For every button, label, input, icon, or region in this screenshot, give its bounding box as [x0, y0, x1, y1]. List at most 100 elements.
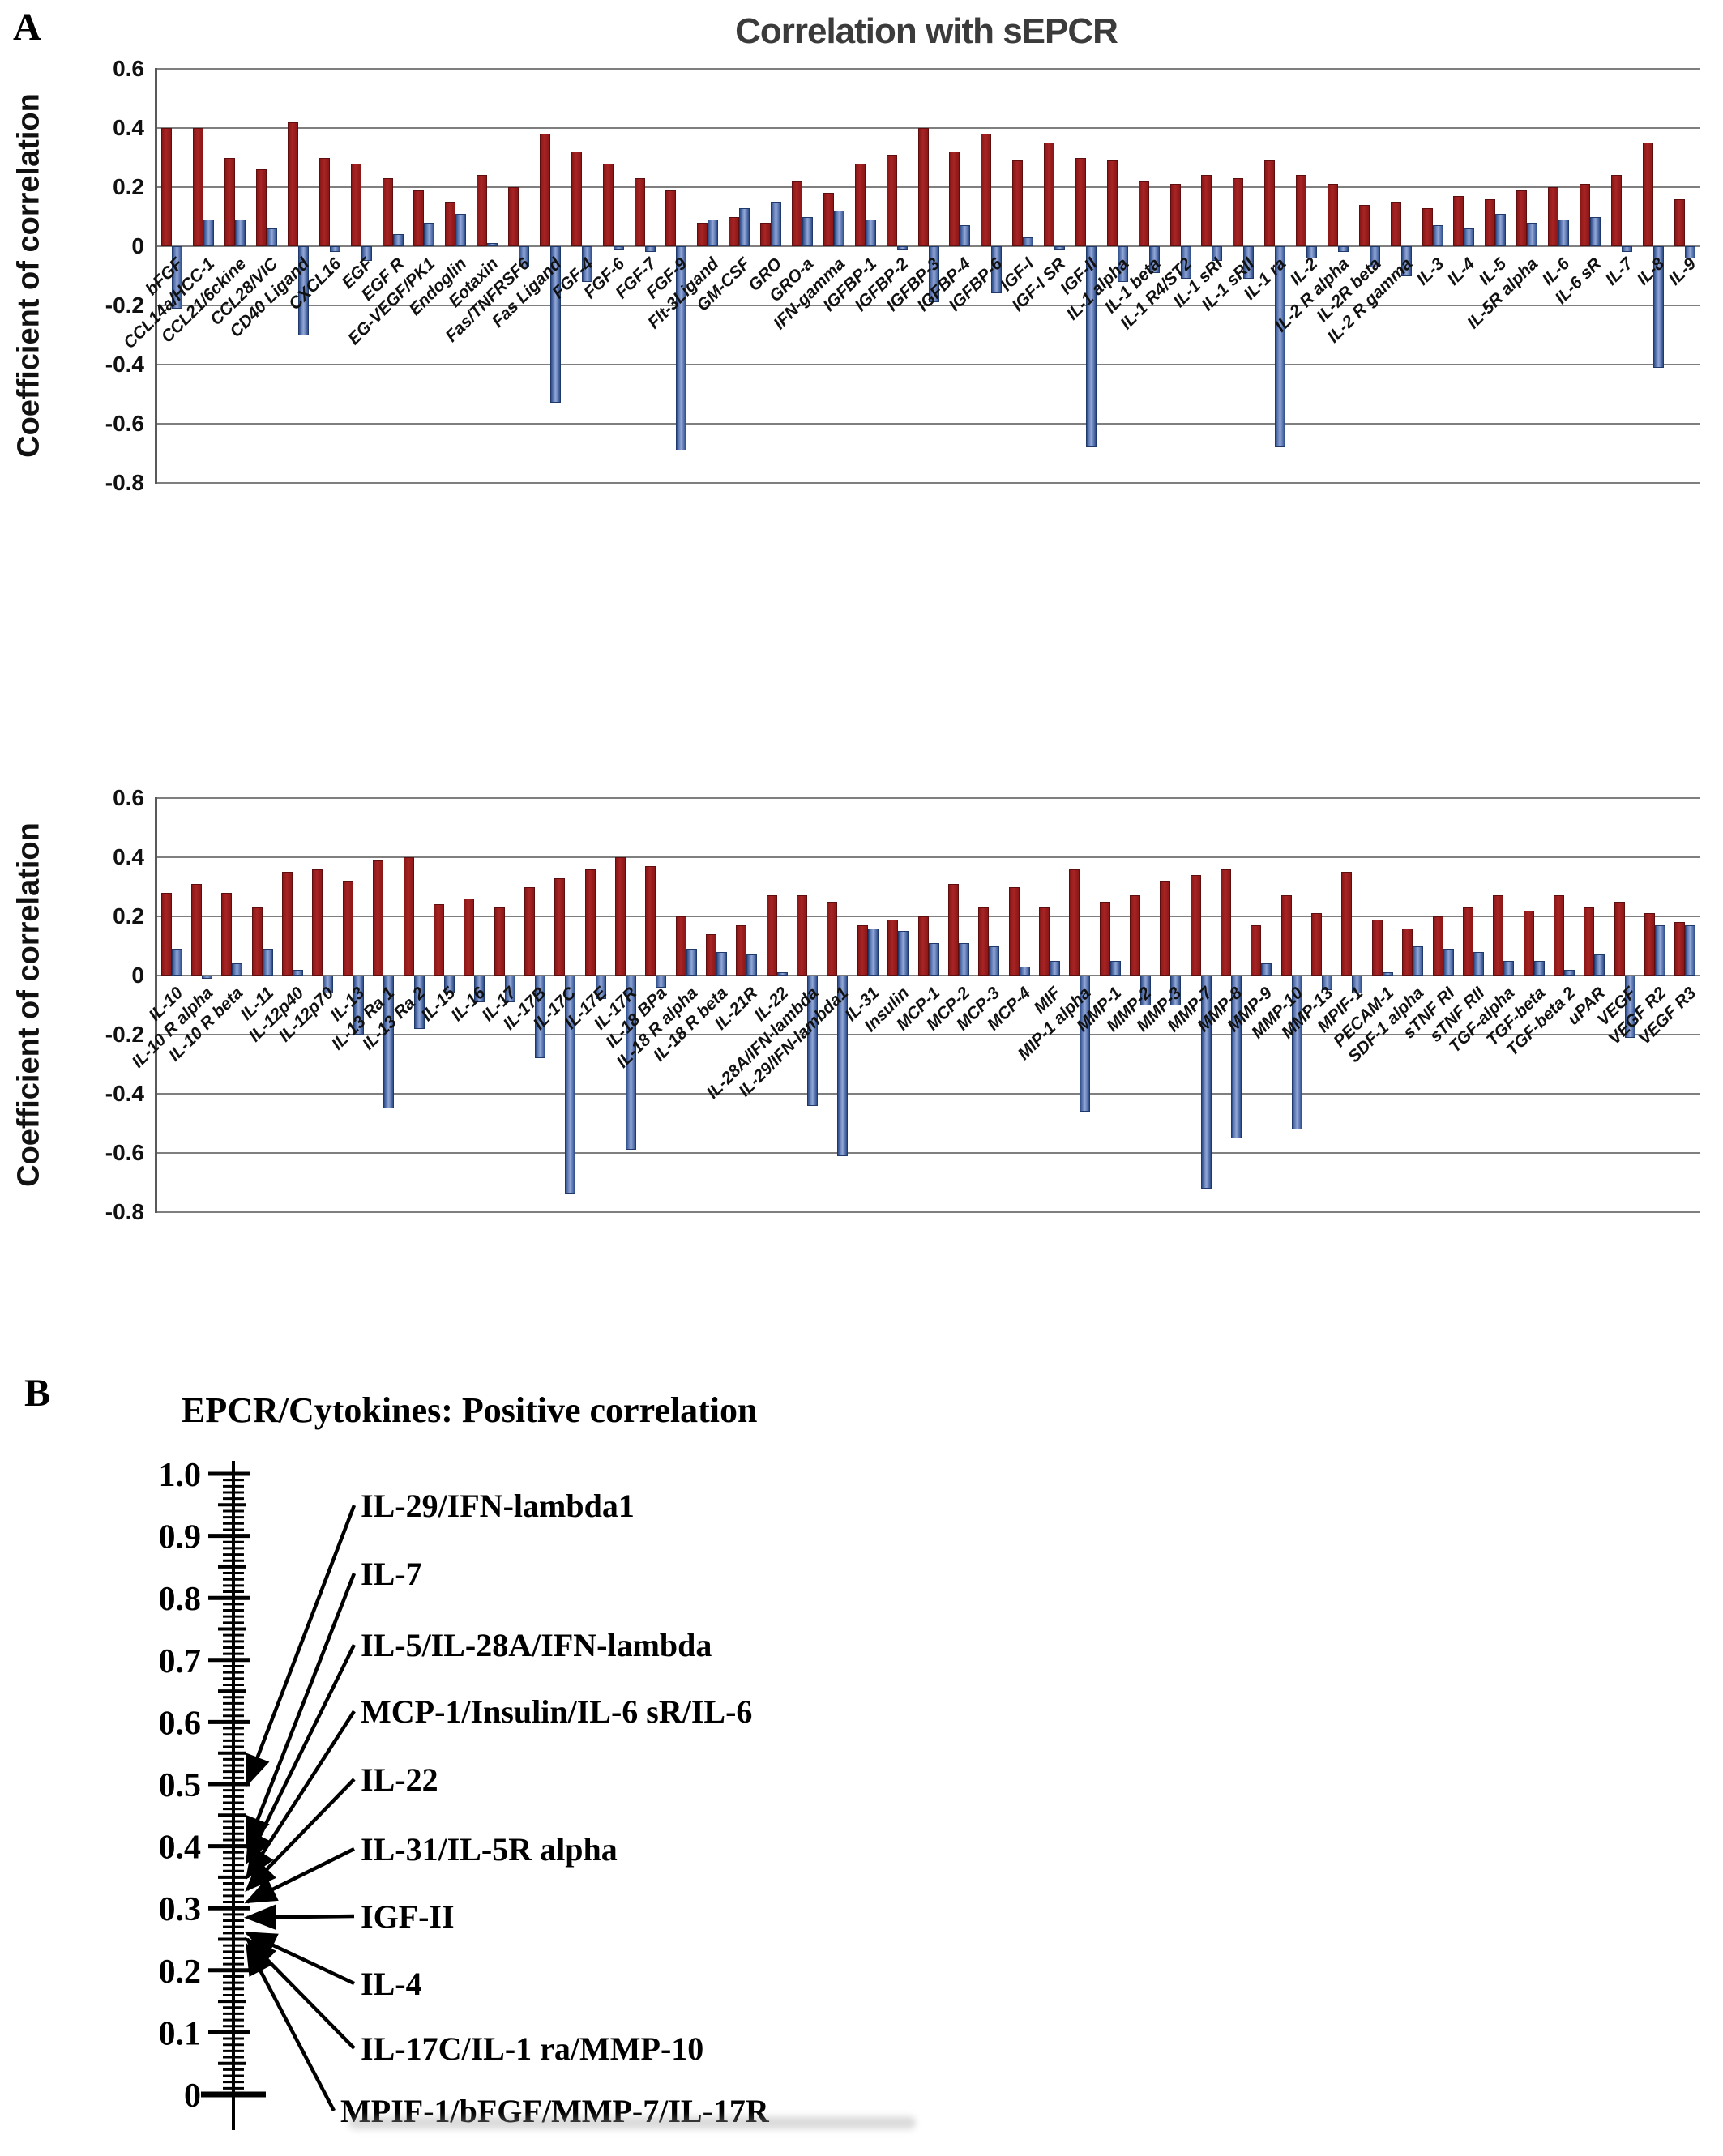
bar-red-MMP-13: [1311, 913, 1323, 976]
gridline: [156, 364, 1700, 365]
bar-blue-IGF-II: [1085, 246, 1097, 448]
bar-red-CD40 Ligand: [287, 122, 298, 246]
callouts: IL-29/IFN-lambda1 IL-7 IL-5/IL-28A/IFN-lam…: [244, 1488, 770, 2129]
bar-red-GRO-a: [791, 181, 802, 246]
panel-a-letter: A: [13, 6, 41, 49]
bar-red-MIP-1 alpha: [1069, 869, 1080, 976]
bar-red-IL-1 ra: [1264, 160, 1276, 246]
bar-red-IL-13: [342, 881, 353, 976]
bar-red-IL-15: [433, 904, 444, 976]
bar-blue-MMP-8: [1231, 976, 1242, 1138]
gridline: [156, 1152, 1700, 1154]
bar-red-uPAR: [1584, 907, 1595, 976]
bar-red-IL-18 R beta: [706, 933, 717, 976]
bar-blue-TGF-alpha: [1503, 960, 1515, 976]
bar-blue-IL-13 Ra 2: [413, 976, 425, 1029]
bar-red-IL-17: [494, 907, 505, 976]
bar-blue-IL-17E: [595, 976, 606, 1000]
bar-red-IGFBP-2: [886, 154, 897, 246]
chart-title: Correlation with sEPCR: [735, 11, 1118, 51]
bar-blue-MMP-3: [1170, 976, 1182, 1005]
callout-leader-line: [245, 1710, 356, 1881]
y-tick-label: -0.2: [105, 292, 144, 318]
bar-blue-MCP-4: [1019, 967, 1030, 976]
bar-red-MMP-1: [1099, 901, 1110, 976]
bar-red-IL-9: [1674, 199, 1685, 246]
bar-red-IL-7: [1610, 175, 1622, 246]
bar-blue-CD40 Ligand: [297, 246, 309, 335]
bar-red-EG-VEGF/PK1: [413, 190, 425, 246]
bar-red-MCP-1: [917, 916, 929, 976]
bar-blue-IL-7: [1621, 246, 1632, 253]
bar-blue-IL-13 Ra 1: [383, 976, 395, 1109]
bar-red-IL-17B: [524, 886, 535, 976]
callout-leader-line: [245, 1573, 357, 1850]
gridline: [156, 186, 1700, 188]
bar-red-FGF-9: [665, 190, 677, 246]
bar-red-IL-5: [1485, 199, 1496, 246]
bar-blue-VEGF R3: [1685, 924, 1696, 976]
bar-blue-FGF-7: [644, 246, 656, 253]
bar-red-sTNF RII: [1462, 907, 1473, 976]
bar-blue-IL-1 R4/ST2: [1180, 246, 1191, 280]
bar-blue-EGF: [361, 246, 372, 262]
bar-blue-MMP-2: [1139, 976, 1151, 1005]
bar-red-IL-28A/IFN-lambda: [797, 895, 808, 976]
bar-red-IL-18 R alpha: [675, 916, 686, 976]
callout-leader-line: [245, 1644, 357, 1865]
bar-blue-IGFBP-2: [896, 246, 908, 250]
gridline: [156, 975, 1700, 976]
bar-blue-IL-21R: [746, 954, 758, 976]
bar-red-MMP-9: [1251, 924, 1262, 976]
callout-label: IL-7: [361, 1556, 422, 1592]
bar-red-IL-12p40: [282, 872, 293, 976]
bar-blue-IL-1 sRI: [1212, 246, 1223, 262]
bar-red-FGF-4: [571, 152, 582, 246]
y-tick-label: -0.8: [105, 470, 144, 495]
y-tick-label: 0.6: [113, 56, 144, 81]
bar-blue-PECAM-1: [1382, 972, 1393, 976]
bar-blue-IL-2 R alpha: [1337, 246, 1349, 253]
bar-blue-IGF-I: [1023, 237, 1034, 246]
bar-red-MMP-7: [1190, 874, 1201, 976]
callout-label: IL-29/IFN-lambda1: [361, 1488, 635, 1524]
bar-red-IL-3: [1422, 207, 1433, 246]
bar-blue-IL-22: [776, 972, 788, 976]
ruler-tick-label: 0.1: [159, 2015, 202, 2052]
ruler-tick-label: 0.7: [159, 1643, 202, 1680]
bar-red-EGF: [350, 163, 361, 246]
bar-blue-sTNF RI: [1443, 949, 1454, 976]
ruler-tick-label: 0.2: [159, 1953, 202, 1991]
bar-blue-GRO-a: [802, 216, 813, 246]
bar-red-IL-1 sRI: [1201, 175, 1212, 246]
bar-red-MCP-3: [978, 907, 990, 976]
y-axis-line: [155, 68, 157, 484]
y-tick-label: 0: [131, 233, 144, 258]
bar-red-IL-6: [1548, 187, 1559, 246]
bar-blue-IFN-gamma: [833, 211, 844, 246]
bar-red-IL-17R: [614, 857, 626, 976]
y-tick-label: -0.6: [105, 411, 144, 436]
y-tick-label: 0.2: [113, 174, 144, 199]
bar-blue-MMP-9: [1261, 963, 1272, 976]
bar-blue-bFGF: [172, 246, 183, 309]
bar-blue-IL-17: [504, 976, 515, 1002]
bar-red-MPIF-1: [1341, 872, 1353, 976]
bar-blue-CCL14a/HCC-1: [203, 220, 215, 246]
callout-leader-line: [246, 1942, 336, 2112]
bar-blue-IGFBP-3: [928, 246, 939, 303]
bar-blue-IL-17B: [534, 976, 545, 1059]
bar-red-IL-1 beta: [1138, 181, 1149, 246]
bar-red-sTNF RI: [1432, 916, 1443, 976]
bar-blue-EGF R: [392, 234, 404, 246]
bar-red-CCL14a/HCC-1: [193, 128, 204, 246]
gridline: [156, 305, 1700, 306]
bar-blue-IL-1 alpha: [1117, 246, 1128, 282]
ruler-tick-label: 0.8: [159, 1581, 202, 1618]
ruler-tick-label: 0.9: [159, 1519, 202, 1556]
bar-blue-Endoglin: [455, 213, 467, 246]
bar-blue-IL-12p70: [323, 976, 334, 993]
bar-blue-IL-1 sRII: [1243, 246, 1255, 280]
gridline: [156, 856, 1700, 858]
callout-label: IL-31/IL-5R alpha: [361, 1831, 618, 1868]
